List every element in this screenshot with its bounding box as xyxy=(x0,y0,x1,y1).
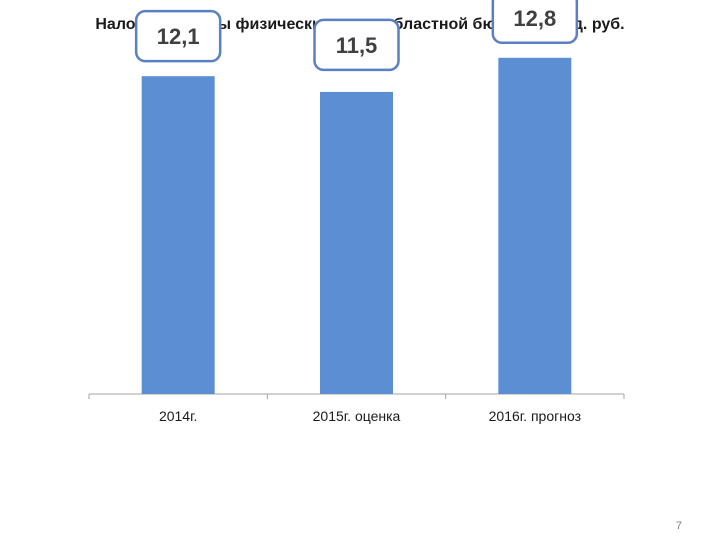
x-tick-label: 2014г. xyxy=(159,408,197,424)
bar xyxy=(320,91,393,394)
x-tick-label: 2015г. оценка xyxy=(313,408,401,424)
data-label-box xyxy=(134,9,222,63)
bar xyxy=(498,57,572,394)
data-label: 12,1 xyxy=(157,24,200,49)
data-label-box xyxy=(313,18,400,72)
data-label-box xyxy=(491,0,579,45)
data-label: 12,8 xyxy=(513,6,556,31)
bar xyxy=(141,76,215,394)
page-number: 7 xyxy=(675,520,682,532)
x-tick-label: 2016г. прогноз xyxy=(489,408,581,424)
data-label: 11,5 xyxy=(336,33,378,58)
